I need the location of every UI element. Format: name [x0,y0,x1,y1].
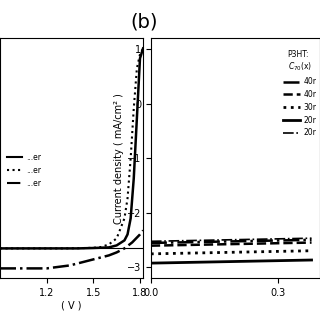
Legend: ...er, ...er, ...er: ...er, ...er, ...er [4,150,44,191]
Text: (b): (b) [130,13,158,32]
Y-axis label: Current density ( mA/cm² ): Current density ( mA/cm² ) [114,93,124,224]
Legend: 40r, 40r, 30r, 20r, 20r: 40r, 40r, 30r, 20r, 20r [280,47,320,140]
X-axis label: ( V ): ( V ) [61,301,82,311]
